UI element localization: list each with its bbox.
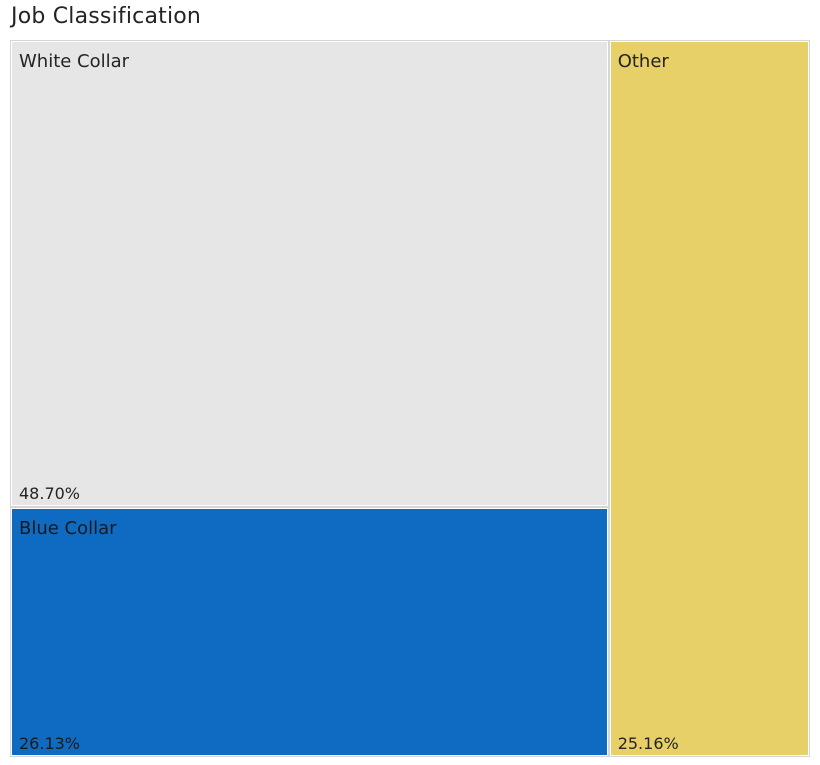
treemap-plot-area: White Collar 48.70% Blue Collar 26.13% Other… [10,40,810,757]
treemap-tile-blue-collar[interactable]: Blue Collar 26.13% [10,506,609,757]
treemap-tile-white-collar[interactable]: White Collar 48.70% [10,40,609,507]
tile-category-label: Blue Collar [19,517,117,539]
treemap-tile-other[interactable]: Other 25.16% [608,40,810,757]
tile-data-label: 26.13% [19,733,81,753]
tile-data-label: 25.16% [617,734,679,753]
tile-data-label: 48.70% [19,483,81,503]
chart-title: Job Classification [11,4,202,29]
tile-category-label: Other [617,51,669,72]
tile-category-label: White Collar [19,51,130,72]
